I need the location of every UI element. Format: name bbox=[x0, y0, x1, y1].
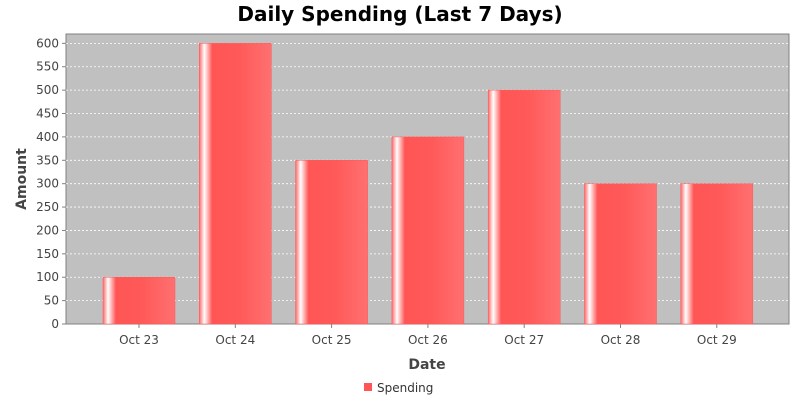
y-tick-label: 550 bbox=[36, 60, 59, 74]
y-axis: 0 50 100 150 200 250 300 350 400 450 500 550 600 bbox=[36, 36, 66, 331]
chart-title: Daily Spending (Last 7 Days) bbox=[237, 2, 562, 26]
bar-oct-28 bbox=[584, 183, 657, 325]
y-tick-label: 250 bbox=[36, 200, 59, 214]
bar-oct-23 bbox=[102, 276, 176, 325]
bar-oct-25 bbox=[295, 160, 368, 325]
bar-oct-27 bbox=[487, 89, 561, 325]
bar-oct-26 bbox=[391, 136, 465, 325]
x-tick-label: Oct 24 bbox=[215, 333, 255, 347]
y-tick-label: 100 bbox=[36, 270, 59, 284]
y-tick-label: 150 bbox=[36, 247, 59, 261]
y-tick-label: 350 bbox=[36, 153, 59, 167]
x-tick-label: Oct 23 bbox=[119, 333, 159, 347]
legend-swatch-spending bbox=[364, 383, 372, 391]
x-tick-label: Oct 29 bbox=[697, 333, 737, 347]
y-tick-label: 50 bbox=[44, 294, 59, 308]
bar-series-spending bbox=[102, 43, 754, 325]
bar-oct-29 bbox=[680, 183, 754, 325]
x-axis-title: Date bbox=[408, 357, 445, 373]
x-tick-label: Oct 25 bbox=[312, 333, 352, 347]
x-axis: Oct 23 Oct 24 Oct 25 Oct 26 Oct 27 Oct 28 Oct … bbox=[119, 324, 737, 347]
y-tick-label: 200 bbox=[36, 223, 59, 237]
y-tick-label: 300 bbox=[36, 177, 59, 191]
x-tick-label: Oct 28 bbox=[601, 333, 641, 347]
y-axis-title: Amount bbox=[14, 148, 30, 210]
y-tick-label: 0 bbox=[51, 317, 59, 331]
y-tick-label: 600 bbox=[36, 36, 59, 50]
bar-oct-24 bbox=[199, 43, 272, 325]
x-tick-label: Oct 26 bbox=[408, 333, 448, 347]
y-tick-label: 500 bbox=[36, 83, 59, 97]
y-tick-label: 450 bbox=[36, 107, 59, 121]
legend: Spending bbox=[364, 381, 433, 395]
y-tick-label: 400 bbox=[36, 130, 59, 144]
legend-label-spending: Spending bbox=[377, 381, 433, 395]
x-tick-label: Oct 27 bbox=[504, 333, 544, 347]
